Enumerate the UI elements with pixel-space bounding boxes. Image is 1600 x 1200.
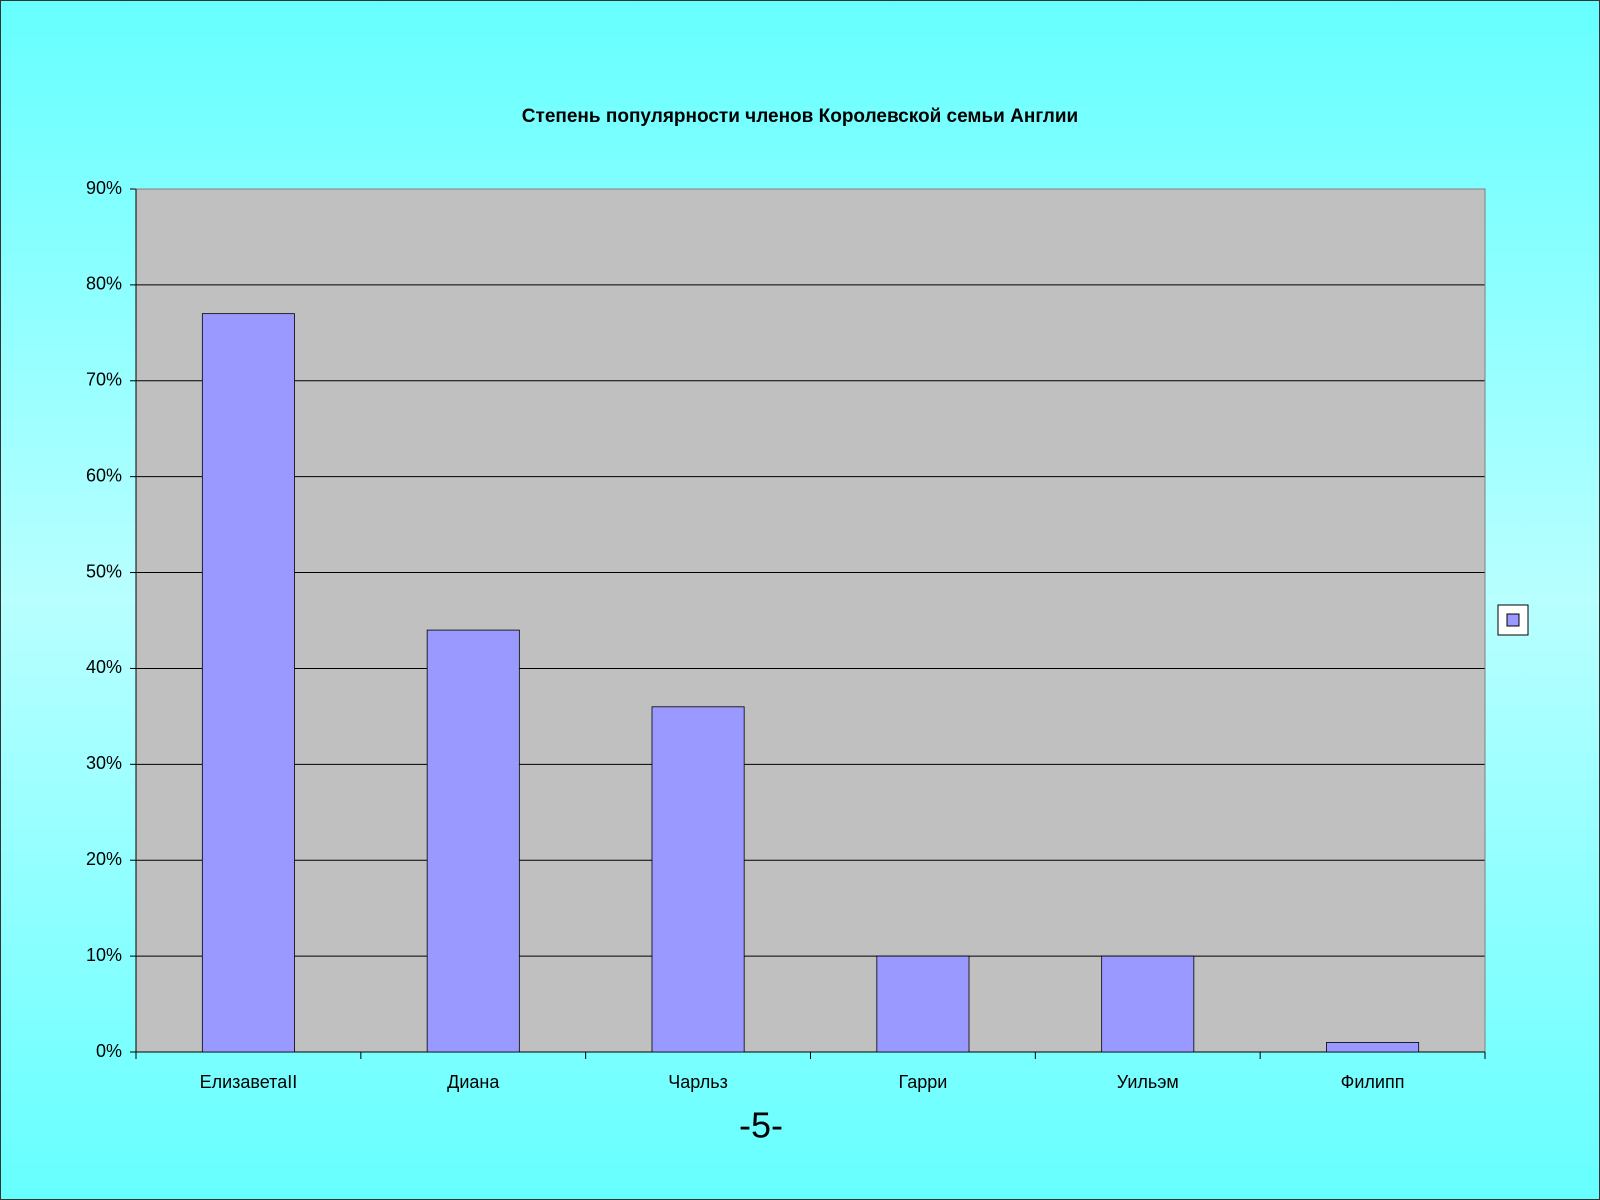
x-tick-label: Диана — [447, 1072, 500, 1092]
x-tick-label: ЕлизаветаII — [200, 1072, 298, 1092]
x-tick-label: Филипп — [1341, 1072, 1405, 1092]
x-tick-label: Уильэм — [1117, 1072, 1179, 1092]
y-tick-label: 70% — [86, 370, 122, 390]
y-tick-label: 50% — [86, 561, 122, 581]
legend-swatch — [1506, 613, 1520, 627]
page-number: -5- — [739, 1105, 783, 1146]
y-tick-label: 60% — [86, 465, 122, 485]
bar — [876, 955, 970, 1053]
y-tick-label: 20% — [86, 849, 122, 869]
y-tick-label: 0% — [96, 1041, 122, 1061]
bar — [1101, 955, 1195, 1053]
x-tick-label: Гарри — [899, 1072, 948, 1092]
bar — [426, 629, 520, 1053]
y-tick-label: 80% — [86, 274, 122, 294]
y-tick-label: 30% — [86, 753, 122, 773]
bar — [201, 313, 295, 1053]
x-tick-label: Чарльз — [668, 1072, 728, 1092]
bar — [651, 706, 745, 1053]
y-tick-label: 90% — [86, 178, 122, 198]
bar — [1326, 1042, 1420, 1053]
y-tick-label: 40% — [86, 657, 122, 677]
y-tick-label: 10% — [86, 945, 122, 965]
chart-title: Степень популярности членов Королевской … — [522, 106, 1078, 127]
plot-area — [136, 189, 1485, 1052]
